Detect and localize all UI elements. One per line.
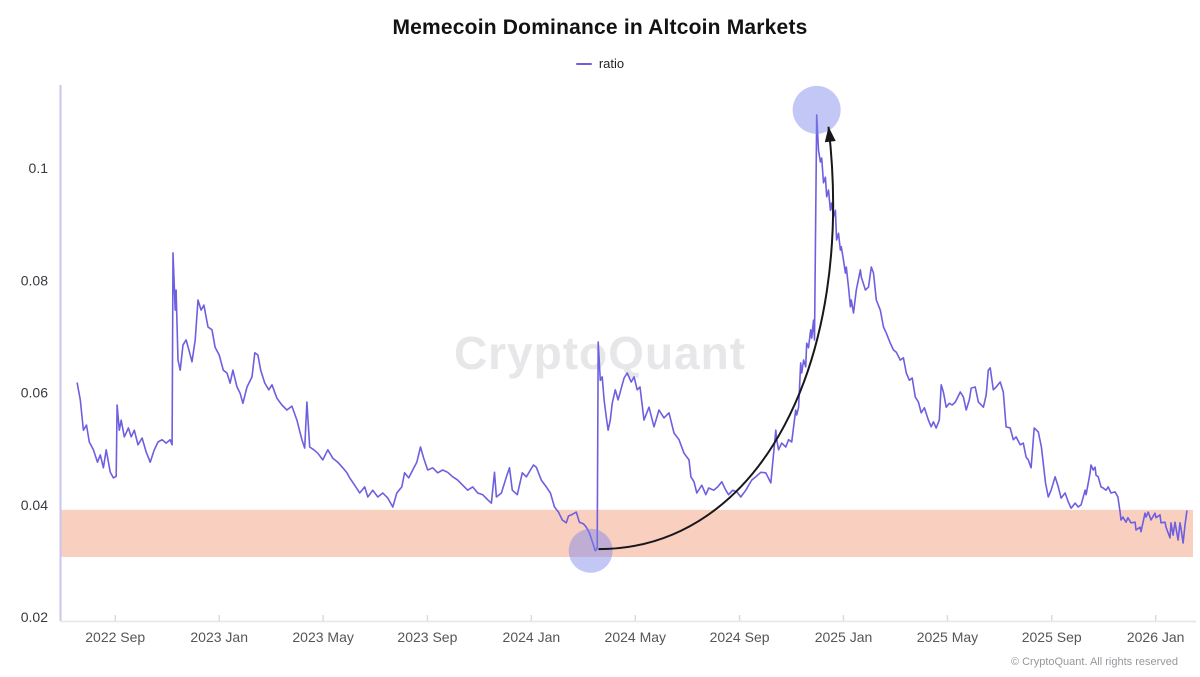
chart-series-layer: [76, 114, 1188, 552]
x-tick-label: 2026 Jan: [1127, 629, 1185, 645]
x-tick-label: 2024 May: [605, 629, 666, 645]
chart-labels-layer: 2022 Sep 2023 Jan 2023 May 2023 Sep 2024 Jan…: [21, 160, 1185, 645]
highlight-circle-top: [792, 85, 841, 134]
y-tick-label: 0.06: [21, 385, 48, 401]
x-tick-label: 2024 Sep: [710, 629, 770, 645]
x-tick-label: 2022 Sep: [85, 629, 145, 645]
ratio-line: [76, 114, 1188, 552]
highlight-circle-bottom: [568, 528, 613, 573]
chart-band-layer: [60, 509, 1193, 557]
x-tick-label: 2023 May: [292, 629, 353, 645]
legend-line-swatch: [575, 62, 592, 65]
y-tick-label: 0.04: [21, 497, 48, 513]
chart-title: Memecoin Dominance in Altcoin Markets: [392, 16, 808, 39]
x-tick-label: 2025 Jan: [815, 629, 873, 645]
chart-annotation-layer: [568, 85, 841, 573]
footer-copyright: © CryptoQuant. All rights reserved: [1010, 656, 1178, 668]
y-tick-label: 0.1: [29, 160, 49, 176]
y-tick-label: 0.02: [21, 609, 48, 625]
legend-label[interactable]: ratio: [598, 56, 625, 71]
highlight-band: [60, 509, 1193, 557]
x-tick-label: 2025 May: [917, 629, 978, 645]
trend-arrow: [598, 126, 835, 551]
trend-arrow-head: [824, 126, 836, 143]
x-tick-label: 2023 Jan: [190, 629, 248, 645]
x-tick-label: 2024 Jan: [503, 629, 561, 645]
x-tick-label: 2023 Sep: [397, 629, 457, 645]
legend: ratio: [0, 56, 1200, 71]
chart-axes-layer: [59, 85, 1196, 623]
x-tick-label: 2025 Sep: [1022, 629, 1082, 645]
y-tick-label: 0.08: [21, 272, 48, 288]
